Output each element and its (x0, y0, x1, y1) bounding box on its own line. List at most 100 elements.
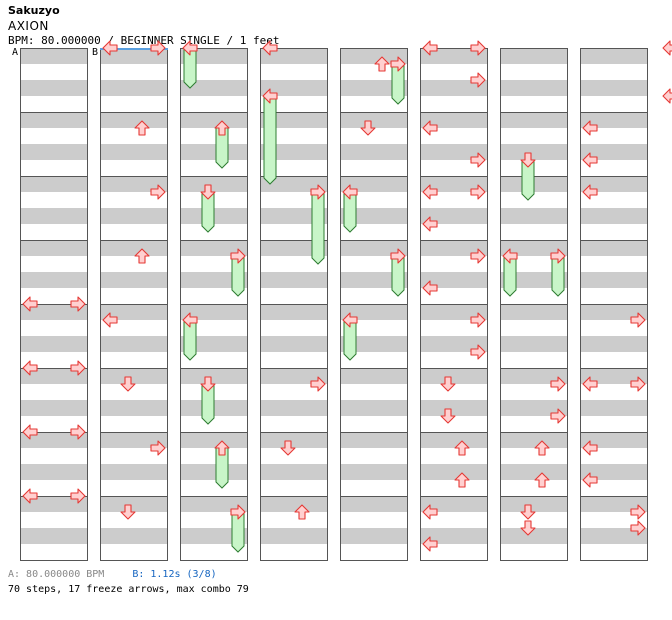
freeze-head-down (520, 152, 536, 168)
chart-column (420, 48, 488, 561)
beat-stripe (180, 176, 248, 192)
beat-stripe (100, 400, 168, 416)
beat-stripe (100, 144, 168, 160)
freeze-head-left (182, 40, 198, 56)
beat-stripe (20, 464, 88, 480)
bpm-marker-a: A (12, 47, 19, 58)
column-frame (20, 48, 88, 561)
arrow-right (470, 344, 486, 360)
arrow-up (454, 440, 470, 456)
beat-stripe (260, 208, 328, 224)
beat-stripe (340, 176, 408, 192)
beat-stripe (420, 336, 488, 352)
beat-stripe (20, 48, 88, 64)
beat-stripe (420, 528, 488, 544)
arrow-left (582, 120, 598, 136)
beat-stripe (20, 208, 88, 224)
beat-stripe (100, 112, 168, 128)
arrow-down (520, 520, 536, 536)
column-frame (580, 48, 648, 561)
beat-stripe (340, 240, 408, 256)
freeze-head-left (342, 312, 358, 328)
beat-stripe (420, 240, 488, 256)
beat-stripe (500, 400, 568, 416)
freeze-head-right (230, 248, 246, 264)
beat-stripe (500, 240, 568, 256)
beat-stripe (20, 496, 88, 512)
song-artist: Sakuzyo (8, 4, 60, 17)
beat-stripe (100, 336, 168, 352)
beat-stripe (100, 368, 168, 384)
beat-stripe (20, 400, 88, 416)
legend-line: A: 80.000000 BPM B: 1.12s (3/8) (8, 569, 217, 580)
arrow-right (310, 376, 326, 392)
arrow-right (70, 296, 86, 312)
beat-stripe (340, 144, 408, 160)
arrow-right (70, 488, 86, 504)
beat-stripe (100, 304, 168, 320)
arrow-left (422, 536, 438, 552)
chart-summary: 70 steps, 17 freeze arrows, max combo 79 (8, 584, 249, 595)
arrow-left (22, 424, 38, 440)
beat-stripe (20, 176, 88, 192)
arrow-up (534, 472, 550, 488)
beat-stripe (580, 496, 648, 512)
arrow-right (470, 312, 486, 328)
beat-stripe (100, 496, 168, 512)
beat-stripe (580, 240, 648, 256)
arrow-left (22, 360, 38, 376)
arrow-left (422, 120, 438, 136)
beat-stripe (100, 48, 168, 64)
arrow-right (150, 184, 166, 200)
arrow-left (262, 40, 278, 56)
chart-column (580, 48, 648, 561)
freeze-head-right (550, 248, 566, 264)
beat-stripe (500, 368, 568, 384)
stop-marker-b: B (92, 47, 99, 58)
arrow-right (470, 40, 486, 56)
beat-stripe (180, 304, 248, 320)
bpm-legend: A: 80.000000 BPM (8, 569, 105, 580)
beat-stripe (260, 176, 328, 192)
beat-stripe (340, 496, 408, 512)
beat-stripe (420, 112, 488, 128)
beat-stripe (20, 144, 88, 160)
beat-stripe (180, 528, 248, 544)
beat-stripe (420, 432, 488, 448)
beat-stripe (180, 336, 248, 352)
chart-column (20, 48, 88, 561)
beat-stripe (340, 336, 408, 352)
beat-stripe (420, 208, 488, 224)
beat-stripe (260, 464, 328, 480)
freeze-head-right (390, 56, 406, 72)
beat-stripe (260, 368, 328, 384)
beat-stripe (500, 304, 568, 320)
beat-stripe (500, 208, 568, 224)
beat-stripe (340, 304, 408, 320)
arrow-left (102, 40, 118, 56)
arrow-down (120, 504, 136, 520)
beat-stripe (580, 80, 648, 96)
beat-stripe (180, 112, 248, 128)
arrow-right (630, 312, 646, 328)
beat-stripe (20, 528, 88, 544)
bpm-difficulty-line: BPM: 80.000000 / BEGINNER SINGLE / 1 fee… (8, 34, 280, 47)
arrow-right (630, 504, 646, 520)
beat-stripe (500, 272, 568, 288)
beat-stripe (100, 240, 168, 256)
beat-stripe (100, 464, 168, 480)
beat-stripe (180, 240, 248, 256)
arrow-right (630, 520, 646, 536)
beat-stripe (100, 432, 168, 448)
beat-stripe (20, 432, 88, 448)
beat-stripe (500, 496, 568, 512)
beat-stripe (420, 368, 488, 384)
chart-column (340, 48, 408, 561)
beat-stripe (180, 80, 248, 96)
arrow-right (470, 72, 486, 88)
arrow-left (662, 88, 672, 104)
freeze-head-left (342, 184, 358, 200)
beat-stripe (580, 528, 648, 544)
arrow-left (102, 312, 118, 328)
